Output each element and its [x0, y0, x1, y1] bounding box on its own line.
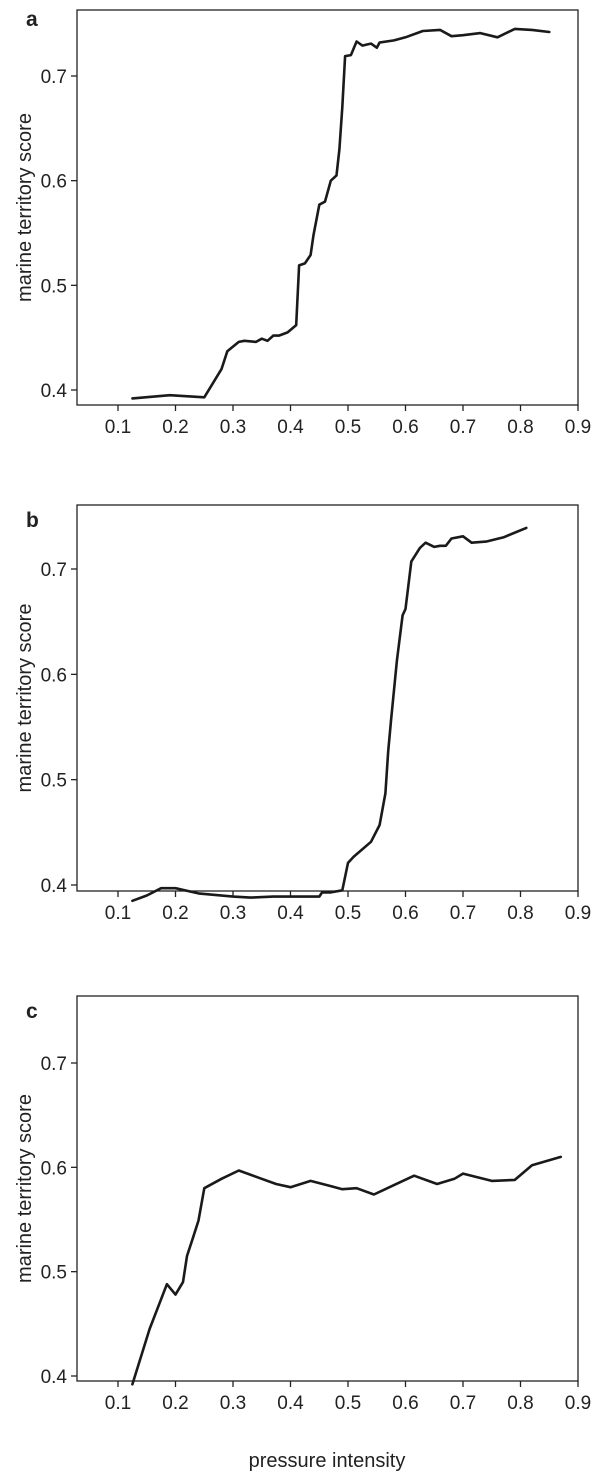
- y-tick-label: 0.7: [41, 560, 67, 581]
- x-tick-label: 0.3: [220, 903, 246, 924]
- x-tick-label: 0.3: [220, 417, 246, 438]
- panel-letter: c: [26, 1000, 38, 1023]
- plot-frame: [76, 9, 579, 406]
- x-tick-label: 0.5: [335, 1393, 361, 1414]
- x-tick-label: 0.2: [162, 417, 188, 438]
- chart-panel-c: c 0.1 0.2 0.3 0.4 0.5 0.6 0.7 0.8 0.9 0.4 0.5 0.6 0.7…: [14, 995, 591, 1414]
- series-line: [131, 526, 528, 903]
- x-tick-label: 0.9: [565, 903, 591, 924]
- x-tick-label: 0.7: [450, 903, 476, 924]
- x-axis-title: pressure intensity: [249, 1450, 406, 1472]
- x-tick-label: 0.8: [507, 1393, 533, 1414]
- y-tick-label: 0.6: [41, 1158, 67, 1179]
- x-tick-label: 0.1: [105, 1393, 131, 1414]
- panel-letter: a: [26, 8, 38, 31]
- y-tick-label: 0.4: [41, 1367, 68, 1388]
- y-tick-label: 0.4: [41, 381, 68, 402]
- x-tick-label: 0.6: [392, 903, 418, 924]
- x-tick-label: 0.9: [565, 417, 591, 438]
- x-tick-label: 0.7: [450, 1393, 476, 1414]
- x-tick-label: 0.1: [105, 903, 131, 924]
- x-tick-label: 0.4: [277, 417, 304, 438]
- x-tick-label: 0.8: [507, 903, 533, 924]
- y-tick-label: 0.7: [41, 1054, 67, 1075]
- x-tick-label: 0.4: [277, 903, 304, 924]
- x-tick-label: 0.1: [105, 417, 131, 438]
- y-axis-title: marine territory score: [14, 1094, 36, 1283]
- y-axis-title: marine territory score: [14, 604, 36, 793]
- x-tick-label: 0.6: [392, 1393, 418, 1414]
- y-tick-label: 0.5: [41, 771, 67, 792]
- plot-frame: [76, 504, 579, 892]
- chart-panel-b: b 0.1 0.2 0.3 0.4 0.5 0.6 0.7 0.8 0.9 0.4 0.5 0.6 0.7…: [14, 504, 591, 924]
- x-tick-label: 0.9: [565, 1393, 591, 1414]
- y-tick-label: 0.6: [41, 665, 67, 686]
- plot-frame: [76, 995, 579, 1382]
- x-tick-label: 0.2: [162, 1393, 188, 1414]
- series-line: [131, 27, 551, 400]
- x-tick-label: 0.6: [392, 417, 418, 438]
- x-tick-label: 0.8: [507, 417, 533, 438]
- y-tick-label: 0.5: [41, 1263, 67, 1284]
- y-tick-label: 0.6: [41, 172, 67, 193]
- y-tick-label: 0.4: [41, 876, 68, 897]
- y-tick-label: 0.7: [41, 67, 67, 88]
- x-tick-label: 0.5: [335, 903, 361, 924]
- x-tick-label: 0.5: [335, 417, 361, 438]
- x-tick-label: 0.7: [450, 417, 476, 438]
- chart-panel-a: a 0.1 0.2 0.3 0.4 0.5 0.6 0.7 0.8 0.9 0.4 0.5 0.6 0.7…: [14, 8, 591, 438]
- series-line: [131, 1155, 563, 1386]
- x-tick-label: 0.3: [220, 1393, 246, 1414]
- y-axis-title: marine territory score: [14, 113, 36, 302]
- panel-letter: b: [26, 509, 39, 532]
- y-tick-label: 0.5: [41, 276, 67, 297]
- x-tick-label: 0.4: [277, 1393, 304, 1414]
- x-tick-label: 0.2: [162, 903, 188, 924]
